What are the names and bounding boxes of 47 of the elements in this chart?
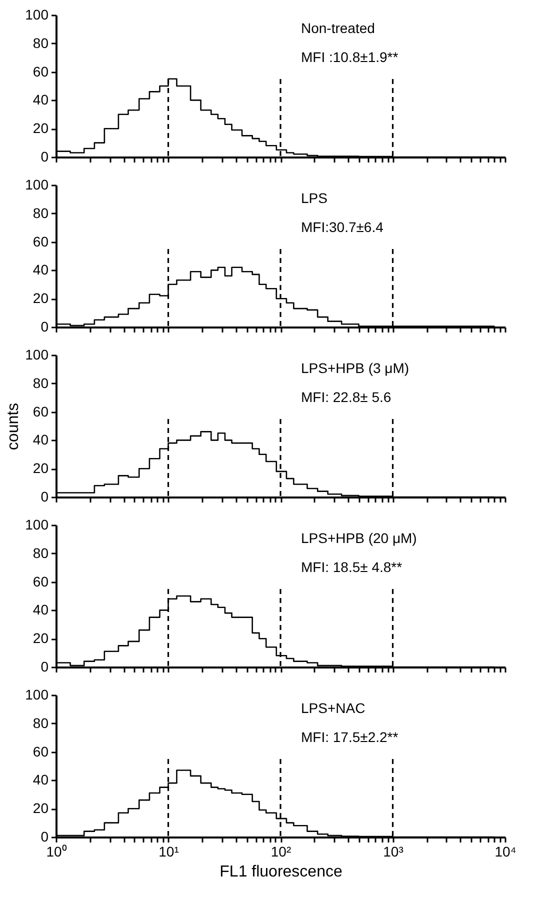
y-tick-label: 20 (32, 460, 49, 476)
annotation: LPS (301, 190, 328, 206)
annotation: MFI: 18.5± 4.8** (301, 559, 403, 575)
y-tick-label: 0 (40, 828, 49, 844)
annotation: MFI :10.8±1.9** (301, 49, 399, 65)
y-tick-label: 100 (25, 686, 49, 702)
annotation: Non-treated (301, 20, 375, 36)
y-tick-label: 100 (25, 6, 49, 22)
x-tick-label: 10² (270, 844, 292, 860)
x-axis-title: FL1 fluorescence (220, 864, 342, 880)
y-tick-label: 100 (25, 176, 49, 192)
x-tick-label: 10⁰ (46, 844, 67, 860)
y-tick-label: 80 (32, 204, 49, 221)
x-tick-label: 10¹ (158, 844, 180, 860)
annotation: MFI: 22.8± 5.6 (301, 389, 392, 405)
y-axis-title: counts (5, 402, 22, 450)
y-tick-label: 0 (40, 318, 49, 334)
y-tick-label: 0 (40, 148, 49, 164)
y-tick-label: 60 (32, 573, 49, 590)
annotation: MFI: 17.5±2.2** (301, 729, 399, 745)
y-tick-label: 100 (25, 346, 49, 362)
y-tick-label: 60 (32, 63, 49, 80)
y-tick-label: 60 (32, 743, 49, 760)
y-tick-label: 40 (32, 772, 49, 788)
y-tick-label: 80 (32, 714, 49, 731)
annotation: LPS+HPB (20 μM) (301, 530, 417, 546)
x-tick-label: 10³ (383, 844, 404, 860)
y-tick-label: 40 (32, 262, 49, 278)
y-tick-label: 60 (32, 403, 49, 420)
y-tick-label: 0 (40, 488, 49, 504)
y-tick-label: 0 (40, 658, 49, 674)
y-tick-label: 80 (32, 544, 49, 561)
y-tick-label: 20 (32, 630, 49, 646)
y-tick-label: 80 (32, 34, 49, 51)
y-tick-label: 40 (32, 92, 49, 108)
annotation: LPS+HPB (3 μM) (301, 360, 410, 376)
annotation: MFI:30.7±6.4 (301, 219, 384, 235)
y-tick-label: 60 (32, 233, 49, 250)
y-tick-label: 40 (32, 432, 49, 448)
y-tick-label: 20 (32, 800, 49, 816)
y-tick-label: 20 (32, 290, 49, 306)
annotation: LPS+NAC (301, 700, 366, 716)
y-tick-label: 100 (25, 516, 49, 532)
x-tick-label: 10⁴ (494, 844, 516, 860)
y-tick-label: 40 (32, 602, 49, 618)
y-tick-label: 80 (32, 374, 49, 391)
y-tick-label: 20 (32, 120, 49, 136)
